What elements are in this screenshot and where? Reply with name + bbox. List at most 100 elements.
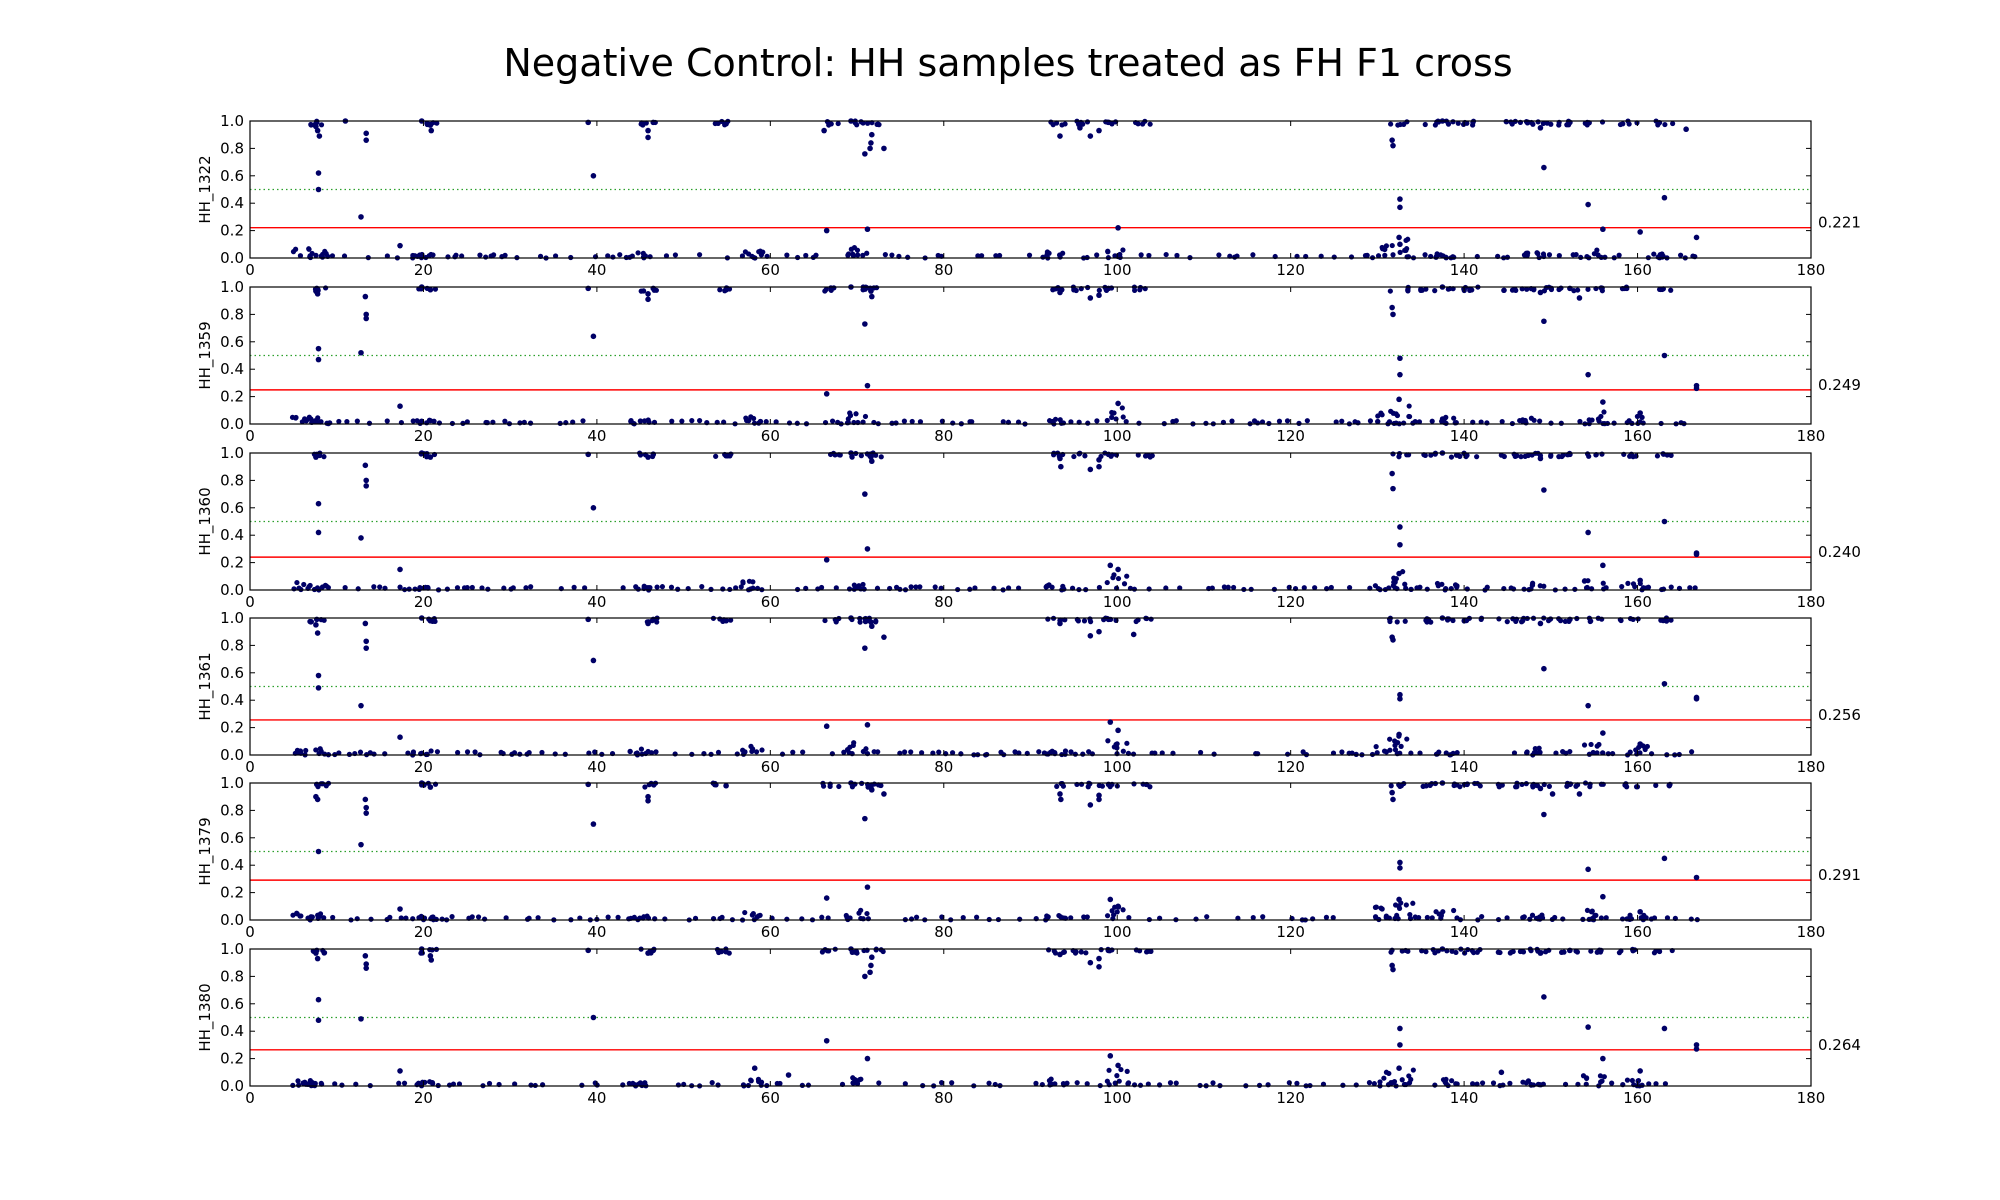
data-point <box>363 315 370 322</box>
data-point <box>1068 915 1074 921</box>
data-point <box>723 782 729 789</box>
data-point <box>1404 119 1410 125</box>
data-point <box>697 418 703 424</box>
data-point <box>1523 781 1529 787</box>
data-point <box>645 748 651 755</box>
data-point <box>1390 796 1396 803</box>
data-point <box>1637 410 1643 416</box>
data-point <box>720 586 726 592</box>
data-point <box>819 914 825 920</box>
data-point <box>427 947 433 953</box>
data-point <box>881 145 887 152</box>
data-point <box>1556 122 1562 128</box>
data-point <box>708 586 714 592</box>
data-point <box>321 617 327 623</box>
data-point <box>826 122 832 128</box>
data-point <box>1396 1065 1402 1071</box>
data-point <box>800 749 806 755</box>
data-point <box>1618 617 1624 624</box>
data-point <box>1147 121 1153 127</box>
data-point <box>330 914 336 921</box>
data-point <box>322 582 329 588</box>
data-point <box>1637 577 1643 584</box>
data-point <box>1087 959 1094 966</box>
data-point <box>363 810 370 816</box>
data-point <box>396 1080 402 1086</box>
data-point <box>362 462 369 469</box>
data-point <box>430 1081 436 1087</box>
data-point <box>645 798 651 804</box>
data-point <box>323 250 329 257</box>
data-point <box>1626 121 1632 127</box>
data-point <box>1259 419 1266 425</box>
data-point <box>1584 907 1591 914</box>
data-point <box>1057 254 1063 260</box>
data-point <box>909 418 915 425</box>
data-point <box>1572 586 1578 592</box>
data-point <box>723 286 729 293</box>
data-point <box>426 417 433 423</box>
data-point <box>858 907 864 913</box>
data-point <box>1036 749 1042 755</box>
data-point <box>1659 254 1666 260</box>
data-point <box>1543 949 1549 955</box>
y-tick-label: 0.2 <box>220 388 244 406</box>
data-point <box>913 584 919 590</box>
y-tick-label: 0.0 <box>220 911 244 929</box>
data-point <box>1072 751 1078 757</box>
data-point <box>823 227 830 234</box>
data-point <box>862 815 868 822</box>
data-point <box>1116 1078 1122 1084</box>
data-point <box>723 452 729 459</box>
data-point <box>1296 420 1302 426</box>
data-point <box>1062 748 1069 754</box>
data-point <box>1454 750 1460 756</box>
data-point <box>1474 1081 1480 1087</box>
x-tick-label: 0 <box>245 1089 255 1107</box>
data-point <box>1085 420 1091 426</box>
data-point <box>511 750 518 756</box>
x-tick-label: 80 <box>934 1089 953 1107</box>
data-point <box>1558 420 1564 426</box>
data-point <box>590 173 597 179</box>
data-point <box>993 253 999 259</box>
data-point <box>419 1079 426 1085</box>
data-point <box>873 947 879 953</box>
data-point <box>412 586 418 592</box>
data-point <box>363 804 370 811</box>
data-point <box>1396 454 1402 460</box>
x-tick-label: 60 <box>761 1089 780 1107</box>
data-point <box>1397 371 1403 378</box>
data-point <box>1688 916 1694 922</box>
data-point <box>641 914 647 920</box>
data-point <box>1081 914 1087 920</box>
data-point <box>1600 750 1606 756</box>
panel-HH_1322: 0 20 40 60 80 100 120 140 160 180 0.0 0.2 0.4 0.6 0.8 1… <box>196 112 1861 279</box>
data-point <box>314 127 321 134</box>
data-point <box>1514 453 1520 459</box>
data-point <box>1573 783 1579 789</box>
data-point <box>1541 164 1547 171</box>
data-point <box>1443 750 1449 756</box>
x-tick-label: 160 <box>1623 261 1652 279</box>
data-point <box>1428 452 1434 458</box>
data-point <box>1651 251 1657 257</box>
y-tick-label: 0.2 <box>220 554 244 572</box>
data-point <box>1403 902 1409 908</box>
data-point <box>1422 252 1428 258</box>
data-point <box>315 345 322 352</box>
data-point <box>637 418 643 424</box>
y-tick-label: 0.0 <box>220 746 244 764</box>
data-point <box>1130 751 1137 757</box>
data-point <box>862 321 868 327</box>
data-point <box>1071 453 1077 460</box>
data-point <box>844 747 851 753</box>
data-point <box>813 252 819 258</box>
data-point <box>1641 912 1647 918</box>
data-point <box>723 948 729 955</box>
axes-frame <box>249 617 1812 756</box>
x-tick-label: 180 <box>1797 1089 1826 1107</box>
data-point <box>1048 119 1054 125</box>
data-point <box>294 910 300 916</box>
